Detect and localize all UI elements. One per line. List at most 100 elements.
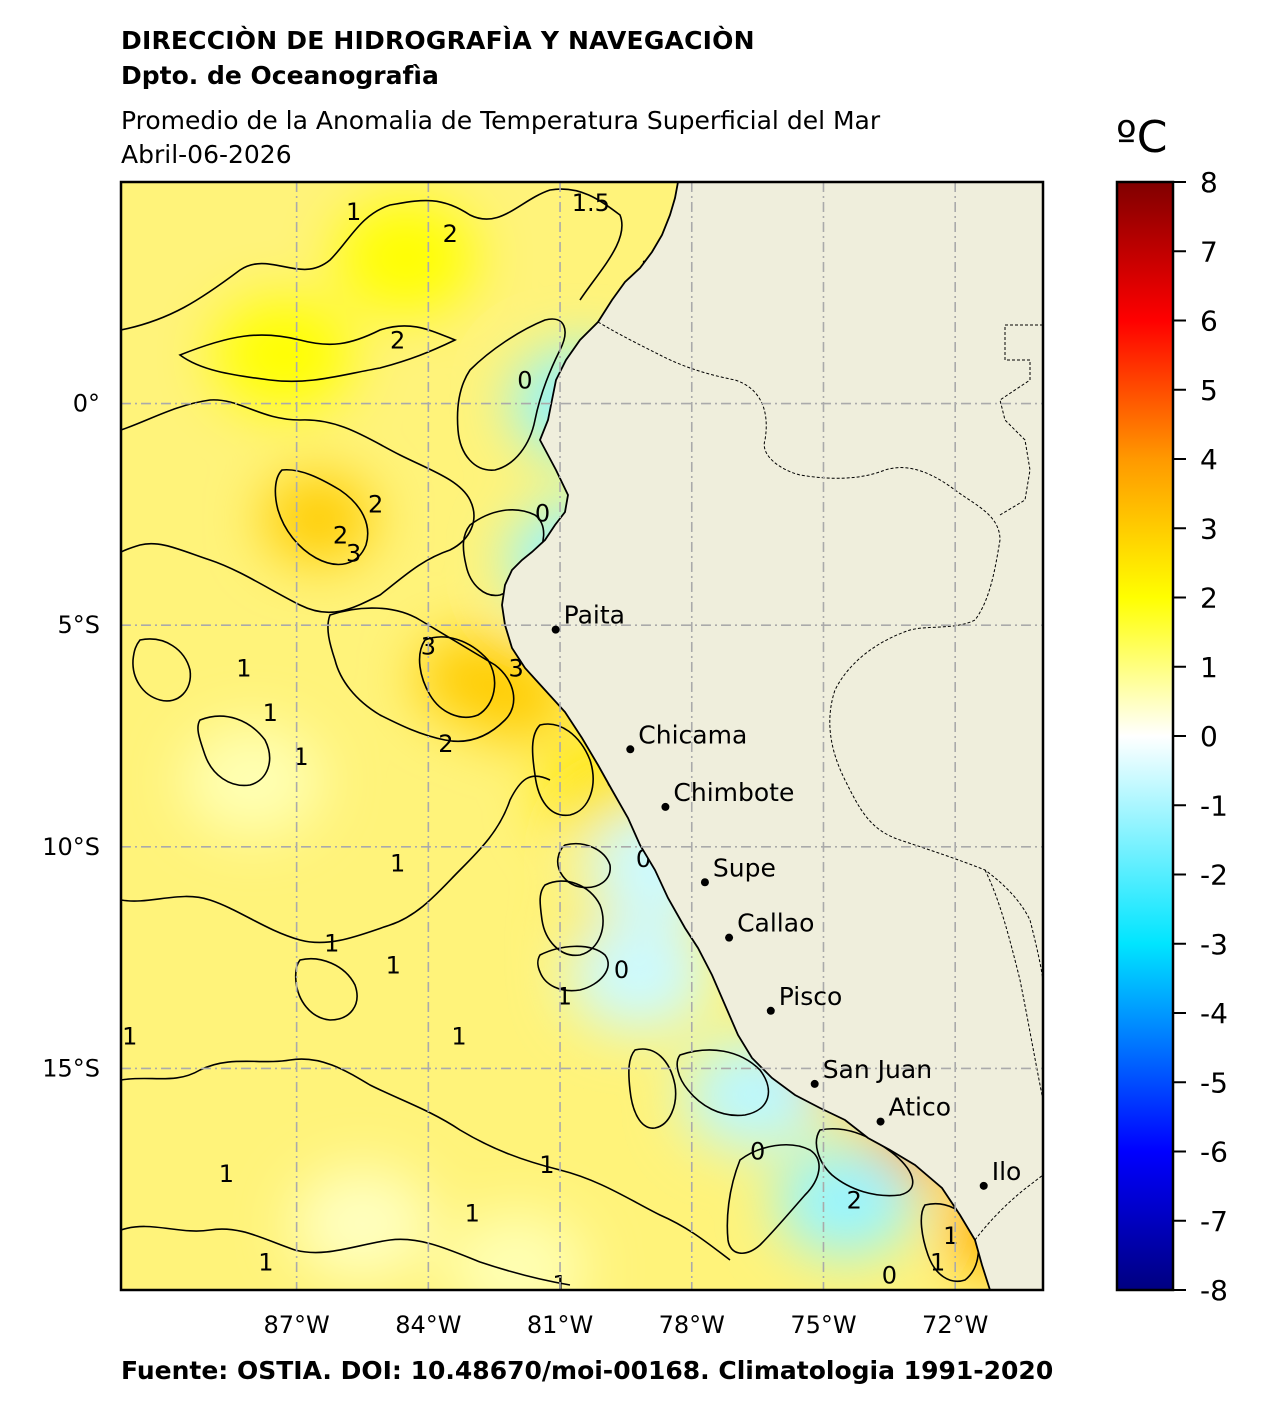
- contour-label: 1: [386, 951, 401, 979]
- contour-line: [121, 399, 475, 614]
- contour-label: 1: [552, 1271, 567, 1299]
- contour-label: 2: [443, 220, 458, 248]
- contour-line: [726, 1144, 820, 1254]
- colorbar-tick-label: 6: [1200, 305, 1218, 338]
- contour-line: [294, 958, 358, 1021]
- department-title: Dpto. de Oceanografìa: [121, 61, 439, 90]
- colorbar-tick-label: 5: [1200, 374, 1218, 407]
- city-marker: [876, 1117, 885, 1126]
- city-label: Pisco: [779, 982, 843, 1011]
- contour-line: [456, 318, 566, 471]
- colorbar-tick-label: 8: [1200, 166, 1218, 199]
- contour-label: 0: [517, 366, 532, 394]
- colorbar-tick-label: 7: [1200, 235, 1218, 268]
- colorbar-tick-label: 2: [1200, 582, 1218, 615]
- lon-tick-label: 75°W: [790, 1311, 856, 1339]
- organization-title: DIRECCIÒN DE HIDROGRAFÌA Y NAVEGACIÒN: [121, 26, 755, 55]
- city-marker: [979, 1181, 988, 1190]
- colorbar-tick-label: 3: [1200, 512, 1218, 545]
- contour-line: [327, 607, 515, 743]
- contour-label: 2: [368, 491, 383, 519]
- lon-tick-label: 72°W: [922, 1311, 988, 1339]
- contour-label: 1: [293, 743, 308, 771]
- colorbar-tick-label: -3: [1200, 928, 1228, 961]
- anomaly-patch: [775, 1145, 916, 1258]
- colorbar-tick-label: -2: [1200, 859, 1228, 892]
- contour-label: 1: [943, 1222, 958, 1250]
- contour-line: [121, 775, 551, 944]
- contour-label: 2: [333, 522, 348, 550]
- city-marker: [766, 1006, 775, 1015]
- land-mass: [501, 182, 1043, 1290]
- contour-label: 1: [324, 929, 339, 957]
- lat-tick-label: 5°S: [57, 611, 100, 639]
- city-label: Ilo: [992, 1157, 1022, 1186]
- source-footer: Fuente: OSTIA. DOI: 10.48670/moi-00168. …: [121, 1356, 1054, 1385]
- colorbar-tick-label: -1: [1200, 789, 1228, 822]
- colorbar-tick-label: -4: [1200, 997, 1228, 1030]
- colorbar: [1115, 180, 1175, 1292]
- contour-line: [274, 468, 369, 566]
- lon-tick-label: 84°W: [395, 1311, 461, 1339]
- contour-label: 1: [451, 1022, 466, 1050]
- contour-label: 2: [847, 1186, 862, 1214]
- city-markers: Paita Chicama Chimbote Supe Callao Pisco San J…: [551, 601, 1022, 1190]
- contour-line: [536, 945, 609, 992]
- country-borders: [597, 321, 1043, 1241]
- contour-label: 0: [750, 1138, 765, 1166]
- city-marker: [551, 625, 560, 634]
- contour-label: 1: [390, 850, 405, 878]
- anomaly-patch: [446, 1211, 587, 1290]
- contour-line: [676, 1049, 770, 1117]
- city-label: Callao: [737, 909, 814, 938]
- colorbar-tick-label: -8: [1200, 1274, 1228, 1307]
- contour-label: 2: [438, 730, 453, 758]
- lat-tick-label: 10°S: [42, 833, 100, 861]
- contour-label: 0: [614, 956, 629, 984]
- lon-tick-label: 87°W: [263, 1311, 329, 1339]
- longitude-ticks: 87°W 84°W 81°W 78°W 75°W 72°W: [263, 1311, 988, 1339]
- contour-line: [539, 880, 604, 956]
- anomaly-patch: [292, 1167, 433, 1280]
- contour-label: 1.5: [572, 189, 610, 217]
- contour-label: 1: [122, 1022, 137, 1050]
- contour-line: [418, 636, 496, 719]
- contour-label: 0: [882, 1262, 897, 1290]
- contour-line: [121, 188, 623, 331]
- contour-label: 1: [258, 1248, 273, 1276]
- contour-line: [628, 1048, 677, 1129]
- colorbar-tick-label: 1: [1200, 651, 1218, 684]
- city-label: Chimbote: [673, 778, 794, 807]
- map-subtitle: Promedio de la Anomalia de Temperatura S…: [121, 106, 881, 135]
- city-label: San Juan: [823, 1055, 932, 1084]
- lon-tick-label: 78°W: [659, 1311, 725, 1339]
- gridlines: [121, 182, 1043, 1290]
- contour-label: 3: [346, 539, 361, 567]
- city-label: Atico: [889, 1093, 951, 1122]
- lon-tick-label: 81°W: [527, 1311, 593, 1339]
- contour-line: [556, 843, 611, 889]
- city-marker: [810, 1079, 819, 1088]
- city-marker: [700, 878, 709, 887]
- contour-label: 1: [219, 1160, 234, 1188]
- contour-label: 2: [390, 327, 405, 355]
- city-marker: [661, 802, 670, 811]
- colorbar-tick-label: -6: [1200, 1136, 1228, 1169]
- lat-tick-label: 15°S: [42, 1054, 100, 1082]
- map-frame: [119, 180, 1045, 1292]
- contour-line: [121, 1225, 571, 1286]
- contour-label: 0: [535, 499, 550, 527]
- colorbar-tick-label: -5: [1200, 1066, 1228, 1099]
- contour-label: 1: [539, 1151, 554, 1179]
- anomaly-patch: [213, 298, 354, 411]
- city-marker: [725, 933, 734, 942]
- anomaly-patch: [336, 201, 477, 314]
- contour-line: [178, 325, 457, 383]
- contour-label: 1: [263, 699, 278, 727]
- contour-label: 1: [346, 198, 361, 226]
- colorbar-ticks: 8 7 6 5 4 3 2 1 0 -1 -2 -3 -4 -5 -6 -7 -8: [1173, 166, 1228, 1307]
- anomaly-patch: [263, 474, 374, 563]
- colorbar-tick-label: -7: [1200, 1205, 1228, 1238]
- colorbar-tick-label: 0: [1200, 720, 1218, 753]
